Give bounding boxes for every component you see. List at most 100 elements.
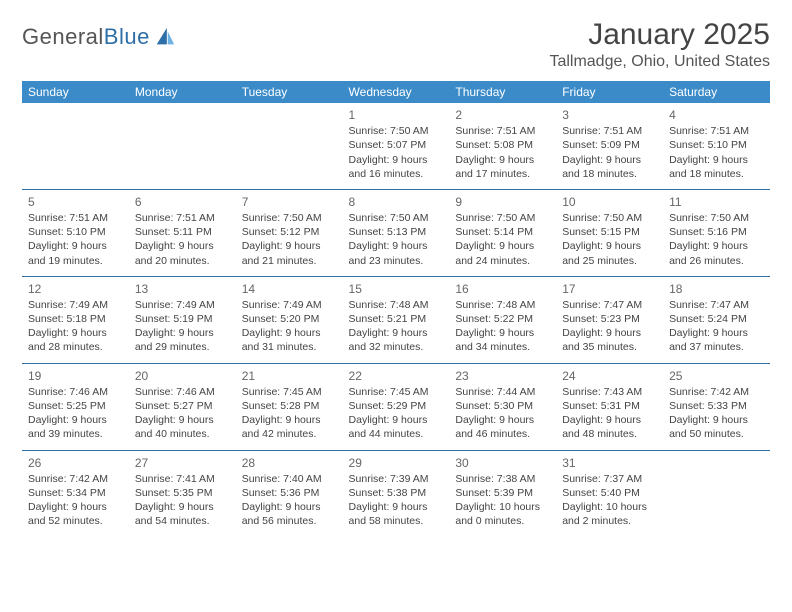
day-number: 17 [562,281,657,297]
day-number: 7 [242,194,337,210]
header-row: GeneralBlue January 2025 Tallmadge, Ohio… [22,18,770,71]
daylight-line: Daylight: 9 hours and 25 minutes. [562,239,657,267]
sunrise-line: Sunrise: 7:46 AM [28,385,123,399]
day-cell: 31Sunrise: 7:37 AMSunset: 5:40 PMDayligh… [556,450,663,536]
sunset-line: Sunset: 5:13 PM [349,225,444,239]
sunrise-line: Sunrise: 7:43 AM [562,385,657,399]
sunset-line: Sunset: 5:19 PM [135,312,230,326]
daylight-line: Daylight: 9 hours and 54 minutes. [135,500,230,528]
day-number: 14 [242,281,337,297]
calendar-week-row: 12Sunrise: 7:49 AMSunset: 5:18 PM Dayligh… [22,276,770,363]
day-header: Thursday [449,81,556,103]
empty-cell [22,103,129,189]
sunset-line: Sunset: 5:20 PM [242,312,337,326]
calendar-page: GeneralBlue January 2025 Tallmadge, Ohio… [0,0,792,554]
day-header: Monday [129,81,236,103]
sunrise-line: Sunrise: 7:51 AM [455,124,550,138]
day-number: 1 [349,107,444,123]
daylight-line: Daylight: 9 hours and 23 minutes. [349,239,444,267]
day-number: 6 [135,194,230,210]
daylight-line: Daylight: 9 hours and 18 minutes. [669,153,764,181]
sunset-line: Sunset: 5:18 PM [28,312,123,326]
day-cell: 19Sunrise: 7:46 AMSunset: 5:25 PMDayligh… [22,363,129,450]
sunset-line: Sunset: 5:36 PM [242,486,337,500]
daylight-line: Daylight: 9 hours and 46 minutes. [455,413,550,441]
sunset-line: Sunset: 5:31 PM [562,399,657,413]
sunrise-line: Sunrise: 7:45 AM [349,385,444,399]
calendar-week-row: 26Sunrise: 7:42 AMSunset: 5:34 PMDayligh… [22,450,770,536]
daylight-line: Daylight: 9 hours and 20 minutes. [135,239,230,267]
day-cell: 15Sunrise: 7:48 AMSunset: 5:21 PMDayligh… [343,276,450,363]
sunset-line: Sunset: 5:40 PM [562,486,657,500]
sunrise-line: Sunrise: 7:39 AM [349,472,444,486]
day-header: Saturday [663,81,770,103]
sunset-line: Sunset: 5:08 PM [455,138,550,152]
day-cell: 11Sunrise: 7:50 AMSunset: 5:16 PMDayligh… [663,189,770,276]
daylight-line: Daylight: 9 hours and 52 minutes. [28,500,123,528]
day-number: 15 [349,281,444,297]
sail-icon [154,26,176,48]
sunrise-line: Sunrise: 7:37 AM [562,472,657,486]
day-cell: 28Sunrise: 7:40 AMSunset: 5:36 PMDayligh… [236,450,343,536]
daylight-line: Daylight: 9 hours and 42 minutes. [242,413,337,441]
day-cell: 16Sunrise: 7:48 AMSunset: 5:22 PMDayligh… [449,276,556,363]
calendar-head: SundayMondayTuesdayWednesdayThursdayFrid… [22,81,770,103]
day-number: 11 [669,194,764,210]
day-cell: 20Sunrise: 7:46 AMSunset: 5:27 PMDayligh… [129,363,236,450]
day-cell: 23Sunrise: 7:44 AMSunset: 5:30 PMDayligh… [449,363,556,450]
day-number: 28 [242,455,337,471]
daylight-line: Daylight: 9 hours and 58 minutes. [349,500,444,528]
sunrise-line: Sunrise: 7:45 AM [242,385,337,399]
sunrise-line: Sunrise: 7:47 AM [669,298,764,312]
logo-word-blue: Blue [104,24,150,49]
day-header: Friday [556,81,663,103]
day-number: 26 [28,455,123,471]
day-cell: 12Sunrise: 7:49 AMSunset: 5:18 PMDayligh… [22,276,129,363]
sunrise-line: Sunrise: 7:48 AM [349,298,444,312]
sunrise-line: Sunrise: 7:40 AM [242,472,337,486]
day-number: 10 [562,194,657,210]
sunrise-line: Sunrise: 7:51 AM [28,211,123,225]
logo: GeneralBlue [22,18,176,50]
sunrise-line: Sunrise: 7:50 AM [669,211,764,225]
location-text: Tallmadge, Ohio, United States [549,53,770,71]
day-cell: 17Sunrise: 7:47 AMSunset: 5:23 PMDayligh… [556,276,663,363]
day-number: 24 [562,368,657,384]
sunrise-line: Sunrise: 7:46 AM [135,385,230,399]
day-number: 12 [28,281,123,297]
sunrise-line: Sunrise: 7:38 AM [455,472,550,486]
sunset-line: Sunset: 5:28 PM [242,399,337,413]
sunrise-line: Sunrise: 7:42 AM [28,472,123,486]
sunrise-line: Sunrise: 7:51 AM [562,124,657,138]
day-cell: 6Sunrise: 7:51 AMSunset: 5:11 PMDaylight… [129,189,236,276]
day-number: 4 [669,107,764,123]
empty-cell [663,450,770,536]
day-cell: 21Sunrise: 7:45 AMSunset: 5:28 PMDayligh… [236,363,343,450]
sunrise-line: Sunrise: 7:44 AM [455,385,550,399]
sunset-line: Sunset: 5:34 PM [28,486,123,500]
day-number: 2 [455,107,550,123]
daylight-line: Daylight: 10 hours and 0 minutes. [455,500,550,528]
sunrise-line: Sunrise: 7:41 AM [135,472,230,486]
sunset-line: Sunset: 5:39 PM [455,486,550,500]
day-number: 19 [28,368,123,384]
daylight-line: Daylight: 9 hours and 48 minutes. [562,413,657,441]
day-number: 3 [562,107,657,123]
day-number: 30 [455,455,550,471]
day-cell: 25Sunrise: 7:42 AMSunset: 5:33 PMDayligh… [663,363,770,450]
sunrise-line: Sunrise: 7:51 AM [669,124,764,138]
daylight-line: Daylight: 9 hours and 16 minutes. [349,153,444,181]
sunrise-line: Sunrise: 7:47 AM [562,298,657,312]
sunrise-line: Sunrise: 7:49 AM [28,298,123,312]
day-number: 16 [455,281,550,297]
day-cell: 8Sunrise: 7:50 AMSunset: 5:13 PMDaylight… [343,189,450,276]
sunset-line: Sunset: 5:14 PM [455,225,550,239]
calendar-table: SundayMondayTuesdayWednesdayThursdayFrid… [22,81,770,536]
sunset-line: Sunset: 5:35 PM [135,486,230,500]
day-cell: 9Sunrise: 7:50 AMSunset: 5:14 PMDaylight… [449,189,556,276]
daylight-line: Daylight: 9 hours and 34 minutes. [455,326,550,354]
daylight-line: Daylight: 9 hours and 40 minutes. [135,413,230,441]
daylight-line: Daylight: 9 hours and 21 minutes. [242,239,337,267]
day-number: 25 [669,368,764,384]
sunset-line: Sunset: 5:30 PM [455,399,550,413]
